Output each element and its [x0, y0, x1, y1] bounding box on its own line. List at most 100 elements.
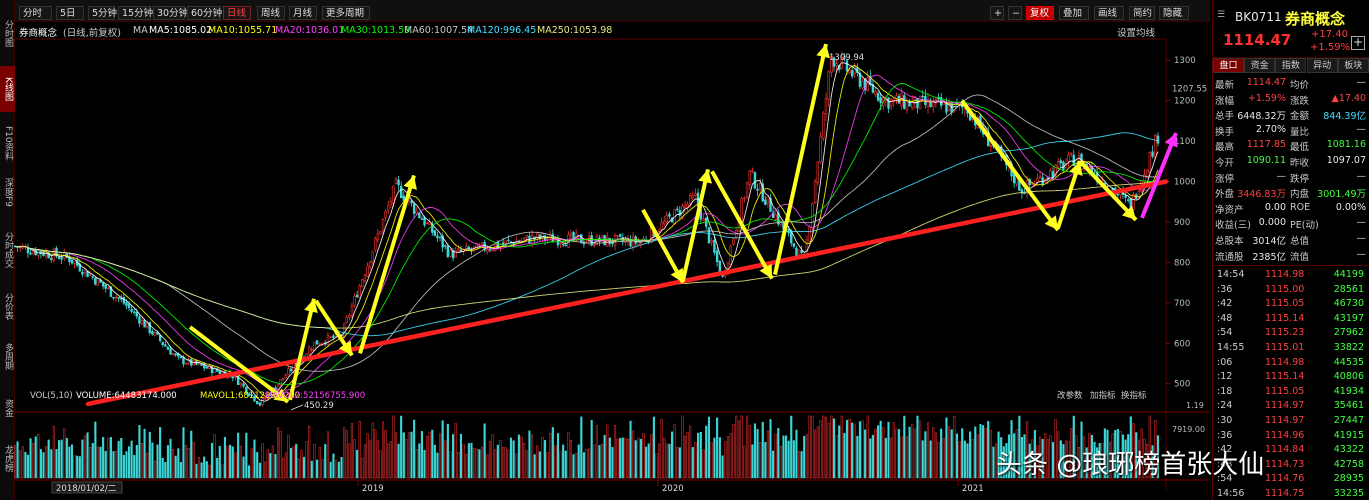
- candle-body: [29, 252, 32, 255]
- volume-bar: [195, 463, 198, 479]
- volume-bar: [861, 420, 864, 479]
- volume-bar: [70, 444, 74, 479]
- volume-bar: [569, 439, 572, 479]
- volume-bar: [389, 441, 392, 479]
- period-button-0[interactable]: 分时: [19, 6, 52, 20]
- rail-tab-6[interactable]: 多周期: [3, 342, 13, 370]
- period-button-7[interactable]: 周线: [257, 6, 285, 20]
- rail-tab-0[interactable]: 分时图: [3, 19, 13, 47]
- toolbar-right-1[interactable]: −: [1008, 6, 1022, 20]
- candle-body: [1046, 177, 1050, 179]
- quote-tab-2[interactable]: 指数: [1275, 58, 1307, 73]
- toolbar-right-2[interactable]: 复权: [1026, 6, 1054, 20]
- period-button-9[interactable]: 更多周期: [322, 6, 370, 20]
- period-button-3[interactable]: 15分钟: [118, 6, 153, 20]
- volume-bar: [229, 444, 232, 479]
- tick-price: 1115.00: [1265, 283, 1305, 295]
- tick-time: :54: [1217, 473, 1233, 485]
- panel-menu-icon[interactable]: ☰: [1217, 10, 1226, 20]
- volume-bar: [318, 446, 321, 479]
- candle-body: [792, 243, 796, 247]
- period-button-2[interactable]: 5分钟: [88, 6, 117, 20]
- volume-bar: [24, 451, 27, 479]
- candle-body: [345, 317, 348, 323]
- candle-body: [348, 314, 351, 318]
- rail-tab-1[interactable]: K线图: [0, 66, 15, 112]
- period-toolbar: 分时 5日 5分钟 15分钟 30分钟 60分钟 日线 周线 月线 更多周期 + − 复权 叠加 画线 简约隐…: [15, 0, 1210, 22]
- kline-chart[interactable]: 1300 1200 1100 1000 900 800 700 600 500 1207.55 45…: [0, 0, 1212, 500]
- ma-settings-button[interactable]: 设置均线: [1117, 28, 1156, 39]
- candle-body: [932, 101, 935, 107]
- tick-time: :36: [1217, 429, 1233, 441]
- vol-button-1[interactable]: 加指标: [1090, 390, 1116, 401]
- volume-bar: [766, 430, 769, 479]
- volume-bar: [392, 415, 395, 479]
- candle-body: [245, 386, 248, 394]
- volume-bar: [871, 434, 874, 479]
- rail-tab-4[interactable]: 分时成交: [3, 232, 13, 268]
- quote-value: 3001.49万: [1317, 189, 1366, 201]
- volume-bar: [1103, 428, 1106, 479]
- vol-button-2[interactable]: 换指标: [1121, 390, 1147, 401]
- candle-body: [50, 258, 53, 260]
- volume-bar: [726, 436, 730, 479]
- rail-tab-7[interactable]: 资金: [3, 399, 13, 417]
- volume-bar: [582, 452, 585, 479]
- quote-tab-3[interactable]: 异动: [1306, 58, 1338, 73]
- volume-bar: [903, 415, 906, 479]
- volume-bar: [877, 425, 880, 479]
- vol-value-1: MAVOL1:68112993.200: [200, 391, 300, 401]
- rail-tab-2[interactable]: F10资料: [3, 125, 13, 161]
- candle-body: [433, 230, 437, 236]
- y-tick-label: 800: [1174, 258, 1190, 268]
- candle-body: [213, 367, 216, 373]
- volume-bar: [830, 415, 833, 479]
- add-watch-icon[interactable]: +: [1351, 35, 1365, 50]
- period-button-5[interactable]: 60分钟: [187, 6, 222, 20]
- volume-bar: [292, 446, 295, 479]
- candle-body: [394, 178, 398, 185]
- quote-tab-0[interactable]: 盘口: [1213, 58, 1244, 73]
- volume-bar: [735, 415, 738, 479]
- period-button-6[interactable]: 日线: [223, 6, 251, 20]
- toolbar-right-3[interactable]: 叠加: [1059, 6, 1089, 20]
- period-button-8[interactable]: 月线: [289, 6, 317, 20]
- candle-body: [1054, 164, 1057, 176]
- rail-tab-8[interactable]: 龙虎榜: [3, 444, 13, 472]
- candle-body: [480, 242, 484, 245]
- volume-bar: [629, 420, 632, 479]
- quote-label: 今开: [1215, 158, 1235, 169]
- ma-value-1: MA10:1055.71: [208, 25, 278, 36]
- volume-bar: [945, 417, 948, 479]
- volume-bar: [976, 434, 979, 479]
- volume-bar: [120, 438, 123, 479]
- candle-body: [795, 247, 798, 256]
- arrow-down-4: [710, 170, 774, 280]
- quote-tab-1[interactable]: 资金: [1244, 58, 1276, 73]
- candle-body: [819, 136, 822, 163]
- rail-tab-5[interactable]: 分价表: [3, 292, 13, 320]
- rail-tab-3[interactable]: 深度F9: [3, 177, 13, 207]
- quote-label: PE(动): [1290, 220, 1319, 232]
- volume-bar: [1046, 439, 1049, 479]
- volume-bar: [1064, 440, 1068, 479]
- candle-body: [702, 218, 705, 222]
- candle-body: [164, 344, 167, 347]
- toolbar-right-5[interactable]: 简约: [1129, 6, 1155, 20]
- tick-price: 1115.14: [1265, 371, 1305, 383]
- tick-volume: 44535: [1333, 356, 1364, 368]
- toolbar-right-6[interactable]: 隐藏: [1159, 6, 1189, 20]
- toolbar-right-4[interactable]: 画线: [1094, 6, 1124, 20]
- toolbar-right-0[interactable]: +: [990, 6, 1004, 20]
- candle-body: [287, 368, 290, 376]
- volume-bar: [819, 420, 822, 479]
- quote-tab-4[interactable]: 板块: [1337, 58, 1369, 73]
- vol-button-0[interactable]: 改参数: [1057, 390, 1083, 401]
- ma-line-20: [14, 74, 1159, 391]
- tick-row: 14:56 1114.75 33235: [1213, 487, 1369, 500]
- volume-bar: [78, 456, 81, 479]
- period-button-1[interactable]: 5日: [56, 6, 84, 20]
- period-button-4[interactable]: 30分钟: [153, 6, 188, 20]
- chart-mode: (日线,前复权): [63, 28, 121, 39]
- candle-body: [329, 336, 332, 338]
